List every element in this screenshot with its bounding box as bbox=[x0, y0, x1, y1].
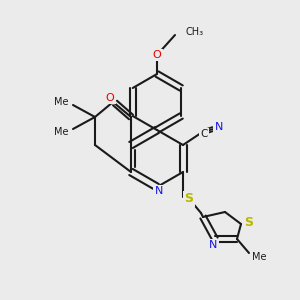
Text: O: O bbox=[106, 93, 114, 103]
Text: Me: Me bbox=[252, 252, 266, 262]
Text: N: N bbox=[215, 122, 223, 132]
Text: Me: Me bbox=[54, 127, 68, 137]
Text: S: S bbox=[184, 193, 194, 206]
Text: N: N bbox=[209, 240, 217, 250]
Text: O: O bbox=[153, 50, 161, 60]
Text: Me: Me bbox=[54, 97, 68, 107]
Text: CH₃: CH₃ bbox=[185, 27, 203, 37]
Text: C: C bbox=[200, 129, 208, 139]
Text: N: N bbox=[155, 186, 163, 196]
Text: S: S bbox=[244, 215, 253, 229]
